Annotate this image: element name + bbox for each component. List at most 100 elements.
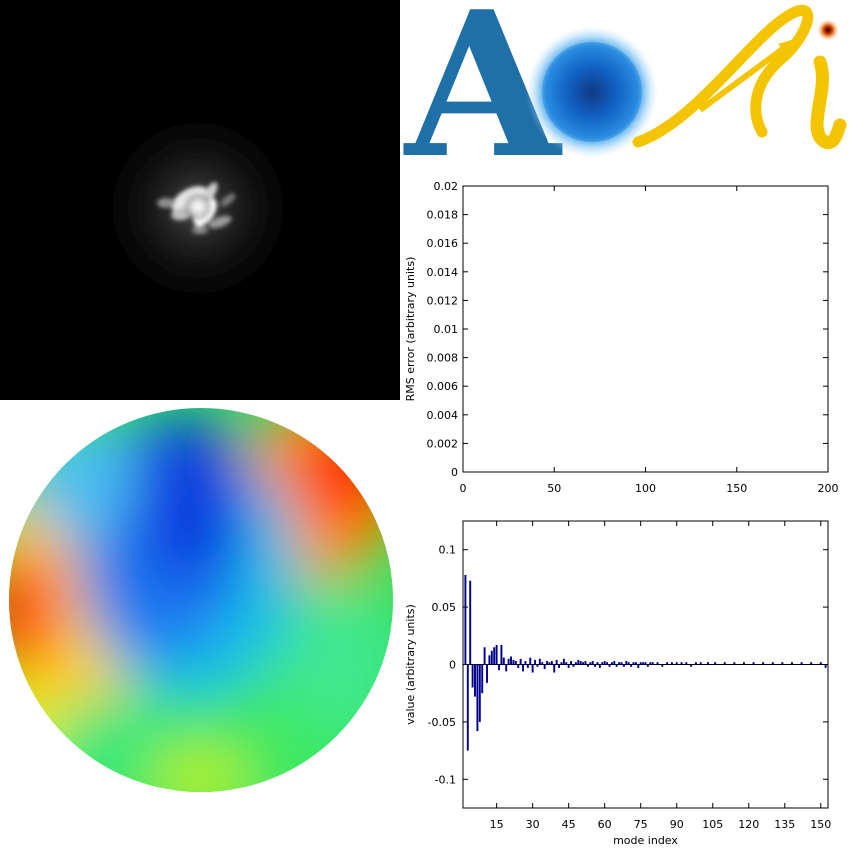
mode-value-bar	[534, 659, 536, 665]
modes-x-axis-label: mode index	[613, 834, 678, 847]
mode-value-bar	[486, 664, 488, 683]
mode-value-bar	[680, 662, 683, 665]
mode-value-bar	[584, 661, 587, 665]
mode-value-bar	[594, 664, 597, 667]
mode-value-bar	[685, 662, 688, 665]
mode-value-bar	[639, 662, 642, 665]
mode-value-bar	[651, 662, 654, 665]
mode-value-bar	[752, 662, 755, 665]
mode-value-bar	[824, 664, 827, 668]
rms-x-tick-label: 150	[726, 482, 747, 495]
mode-value-bar	[791, 662, 793, 665]
modes-y-tick-label: -0.1	[435, 773, 456, 786]
mode-value-bar	[517, 664, 520, 668]
mode-value-bar	[574, 662, 577, 665]
rms-y-tick-label: 0	[451, 466, 458, 479]
mode-value-bar	[627, 662, 630, 665]
mode-value-bar	[490, 650, 493, 665]
mode-value-bar	[620, 662, 623, 665]
rms-error-chart: 0 50 100 150 200 0 0.002 0.004 0.006 0.008 0.01 0.0…	[400, 170, 850, 500]
mode-value-bar	[644, 662, 647, 665]
mode-value-bar	[469, 580, 472, 665]
mode-value-bar	[586, 664, 589, 667]
mode-value-bar	[800, 662, 803, 665]
mode-value-bar	[723, 662, 726, 665]
mode-value-bar	[598, 664, 601, 668]
mode-value-bar	[471, 664, 474, 688]
modes-x-tick-label: 75	[634, 818, 648, 831]
mode-value-bar	[634, 662, 637, 665]
mode-value-bar	[625, 661, 628, 665]
mode-value-bar	[601, 662, 604, 665]
psf-camera-image	[83, 93, 313, 323]
mode-value-bar	[481, 664, 484, 694]
rms-y-tick-label: 0.004	[427, 409, 459, 422]
mode-value-bar	[522, 664, 524, 672]
logo-sun-icon	[817, 19, 839, 41]
logo-graphics	[526, 4, 847, 158]
mode-value-bar	[810, 662, 813, 665]
mode-values-plot: 15 30 45 60 75 90 105 120 135 150 0.1 0.05 0 -0.05 -0.…	[404, 520, 831, 847]
modes-x-tick-label: 45	[562, 818, 576, 831]
mode-value-bar	[505, 664, 508, 672]
rms-y-tick-label: 0.02	[434, 180, 459, 193]
mode-value-bar	[558, 664, 561, 668]
mode-value-bar	[493, 647, 496, 665]
rms-y-tick-label: 0.018	[427, 209, 459, 222]
mode-value-bar	[649, 662, 652, 665]
modes-x-tick-label: 60	[598, 818, 612, 831]
logo-letter-i-stroke	[810, 55, 847, 150]
modes-x-tick-label: 15	[490, 818, 504, 831]
mode-value-bar	[512, 659, 515, 665]
mode-value-bar	[555, 659, 558, 665]
modes-x-tick-label: 30	[526, 818, 540, 831]
mode-value-bar	[637, 664, 640, 668]
mode-value-bar	[733, 662, 736, 665]
mode-value-bar	[622, 664, 625, 667]
rms-x-tick-label: 0	[460, 482, 467, 495]
mode-value-bar	[476, 664, 479, 732]
mode-value-bar	[529, 657, 532, 665]
mode-value-bar	[675, 662, 678, 665]
psf-core	[184, 193, 212, 221]
logo-arrow-line	[698, 42, 790, 113]
mode-value-bar	[567, 664, 570, 668]
mode-value-bar	[562, 658, 565, 665]
mode-value-bar	[771, 662, 774, 665]
mode-value-bar	[531, 664, 534, 673]
modes-x-tick-label: 105	[702, 818, 723, 831]
mode-value-bar	[714, 662, 717, 665]
mode-value-bar	[610, 662, 613, 665]
modes-x-tick-label: 120	[738, 818, 759, 831]
mode-value-bar	[632, 662, 635, 665]
mode-values-chart: 15 30 45 60 75 90 105 120 135 150 0.1 0.05 0 -0.05 -0.…	[400, 505, 850, 850]
rms-y-tick-label: 0.008	[427, 352, 459, 365]
mode-value-bar	[646, 664, 649, 667]
logo-letter-l-stroke	[632, 4, 814, 148]
mode-value-bar	[596, 662, 599, 665]
mode-value-bar	[762, 662, 765, 665]
mode-value-bar	[546, 661, 549, 665]
mode-value-bar	[656, 662, 659, 665]
modes-y-tick-label: 0.05	[432, 601, 457, 614]
mode-value-bar	[495, 644, 498, 665]
mode-value-bar	[819, 662, 822, 665]
mode-value-bar	[548, 662, 551, 665]
mode-value-bar	[577, 659, 580, 665]
rms-x-tick-label: 200	[818, 482, 839, 495]
mode-value-bar	[498, 664, 500, 671]
mode-value-bar	[502, 657, 505, 665]
mode-value-bar	[618, 662, 621, 665]
mode-value-bar	[642, 662, 645, 665]
mode-value-bar	[553, 664, 556, 673]
wavefront-phase-map	[9, 408, 393, 792]
mode-value-bar	[608, 664, 611, 667]
rms-error-plot: 0 50 100 150 200 0 0.002 0.004 0.006 0.008 0.01 0.0…	[404, 180, 839, 495]
mode-value-bar	[589, 662, 592, 665]
mode-value-bar	[661, 664, 664, 667]
mode-value-bar	[615, 664, 618, 667]
mode-value-bar	[478, 664, 481, 722]
rms-y-tick-label: 0.014	[427, 266, 459, 279]
mode-value-bar	[474, 664, 476, 697]
rms-y-axis-label: RMS error (arbitrary units)	[404, 257, 417, 402]
